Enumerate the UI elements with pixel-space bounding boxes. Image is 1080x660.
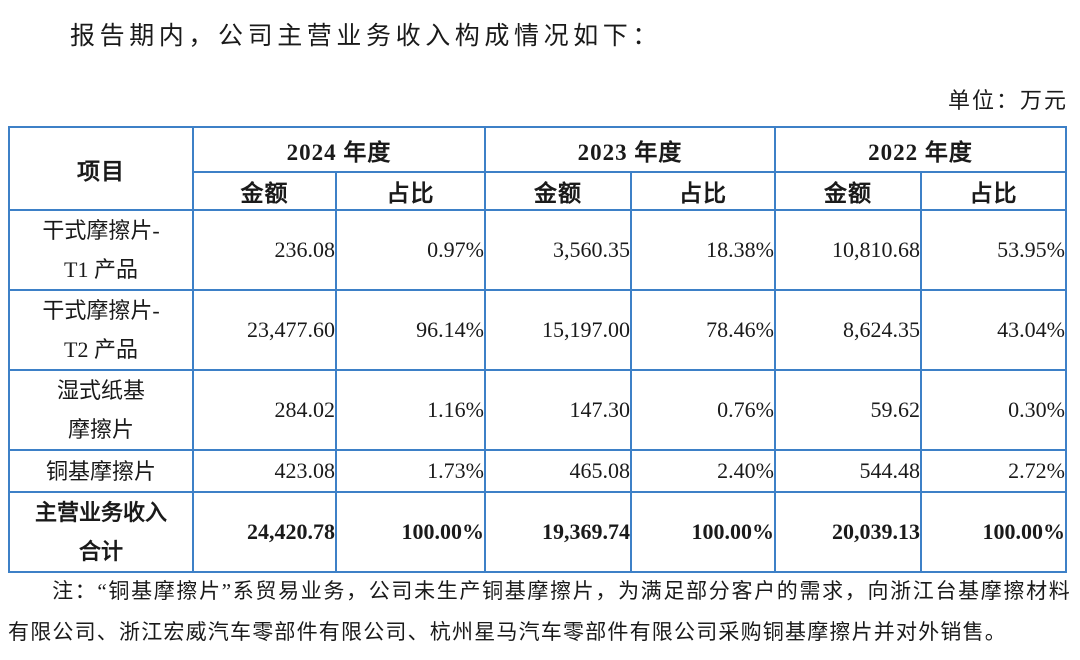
col-header-ratio-2022: 占比 (920, 171, 1067, 211)
value-cell: 0.97% (335, 209, 486, 291)
item-cell: 干式摩擦片- T2 产品 (8, 289, 194, 371)
value-cell: 18.38% (630, 209, 776, 291)
value-cell: 0.30% (920, 369, 1067, 451)
value-cell: 100.00% (920, 491, 1067, 573)
value-cell: 100.00% (335, 491, 486, 573)
value-cell: 0.76% (630, 369, 776, 451)
value-cell: 43.04% (920, 289, 1067, 371)
table-row-dry-t2: 干式摩擦片- T2 产品 23,477.60 96.14% 15,197.00 … (8, 289, 1067, 371)
table-row-wet-paper: 湿式纸基 摩擦片 284.02 1.16% 147.30 0.76% 59.62… (8, 369, 1067, 451)
col-header-amount-2022: 金额 (774, 171, 922, 211)
value-cell: 100.00% (630, 491, 776, 573)
value-cell: 23,477.60 (192, 289, 337, 371)
value-cell: 15,197.00 (484, 289, 632, 371)
value-cell: 236.08 (192, 209, 337, 291)
value-cell: 1.73% (335, 449, 486, 493)
value-cell: 8,624.35 (774, 289, 922, 371)
unit-label: 单位：万元 (947, 88, 1068, 113)
item-cell: 湿式纸基 摩擦片 (8, 369, 194, 451)
value-cell: 2.40% (630, 449, 776, 493)
intro-paragraph: 报告期内，公司主营业务收入构成情况如下： (70, 23, 663, 50)
table-row-total: 主营业务收入 合计 24,420.78 100.00% 19,369.74 10… (8, 491, 1067, 573)
revenue-composition-table: 项目 2024 年度 2023 年度 2022 年度 金额 占比 金额 占比 金… (8, 126, 1067, 573)
value-cell: 284.02 (192, 369, 337, 451)
col-header-year-2024: 2024 年度 (192, 126, 486, 173)
value-cell: 3,560.35 (484, 209, 632, 291)
item-cell: 主营业务收入 合计 (8, 491, 194, 573)
col-header-ratio-2024: 占比 (335, 171, 486, 211)
footnote: 注：“铜基摩擦片”系贸易业务，公司未生产铜基摩擦片，为满足部分客户的需求，向浙江… (8, 579, 1071, 644)
col-header-ratio-2023: 占比 (630, 171, 776, 211)
value-cell: 147.30 (484, 369, 632, 451)
value-cell: 19,369.74 (484, 491, 632, 573)
value-cell: 59.62 (774, 369, 922, 451)
col-header-amount-2024: 金额 (192, 171, 337, 211)
value-cell: 544.48 (774, 449, 922, 493)
value-cell: 10,810.68 (774, 209, 922, 291)
header-row-subcolumns: 金额 占比 金额 占比 金额 占比 (9, 171, 1067, 211)
col-header-year-2023: 2023 年度 (484, 126, 776, 173)
value-cell: 24,420.78 (192, 491, 337, 573)
col-header-year-2022: 2022 年度 (774, 126, 1067, 173)
header-row-years: 项目 2024 年度 2023 年度 2022 年度 (8, 126, 1067, 211)
value-cell: 465.08 (484, 449, 632, 493)
item-cell: 干式摩擦片- T1 产品 (8, 209, 194, 291)
value-cell: 1.16% (335, 369, 486, 451)
value-cell: 78.46% (630, 289, 776, 371)
table-row-dry-t1: 干式摩擦片- T1 产品 236.08 0.97% 3,560.35 18.38… (8, 209, 1067, 291)
value-cell: 96.14% (335, 289, 486, 371)
value-cell: 2.72% (920, 449, 1067, 493)
col-header-item: 项目 (8, 126, 194, 211)
value-cell: 423.08 (192, 449, 337, 493)
value-cell: 20,039.13 (774, 491, 922, 573)
value-cell: 53.95% (920, 209, 1067, 291)
item-cell: 铜基摩擦片 (8, 449, 194, 493)
col-header-amount-2023: 金额 (484, 171, 632, 211)
table-row-copper-based: 铜基摩擦片 423.08 1.73% 465.08 2.40% 544.48 2… (8, 449, 1067, 493)
